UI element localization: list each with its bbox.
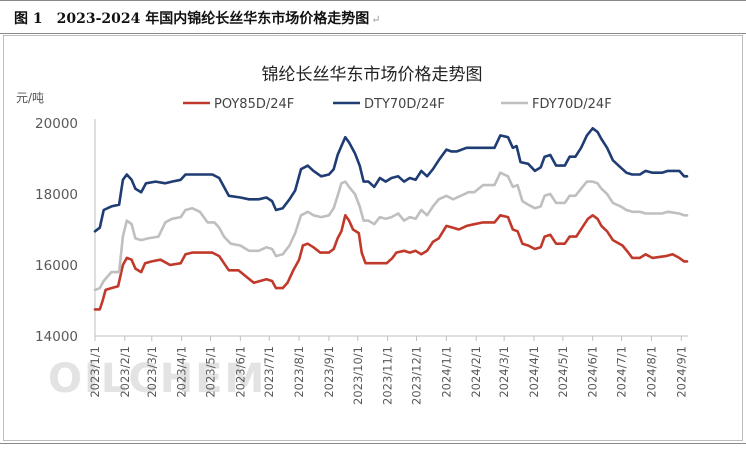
series-line-1 — [93, 214, 689, 311]
x-tick-label: 2023/10/1 — [351, 346, 365, 405]
series-lines — [93, 127, 689, 311]
x-tick-label: 2024/1/1 — [439, 346, 453, 398]
x-tick-label: 2023/5/1 — [204, 346, 218, 398]
y-tick-label: 14000 — [35, 329, 78, 345]
legend-label-3: FDY70D/24F — [532, 97, 612, 112]
x-tick-label: 2024/3/1 — [497, 346, 511, 398]
legend-label-2: DTY70D/24F — [364, 97, 445, 112]
x-axis: 2023/1/1 2023/2/1 2023/3/1 2023/4/1 2023/5/1… — [88, 335, 688, 405]
x-tick-label: 2023/4/1 — [175, 346, 189, 398]
x-tick-label: 2024/9/1 — [674, 346, 688, 398]
x-tick-label: 2023/12/1 — [410, 346, 424, 405]
x-tick-label: 2023/2/1 — [118, 346, 132, 398]
x-tick-label: 2023/7/1 — [262, 346, 276, 398]
x-tick-label: 2023/9/1 — [322, 346, 336, 398]
figure-caption: 图 1 2023-2024 年国内锦纶长丝华东市场价格走势图 ↵ — [14, 8, 380, 28]
figure-caption-bar: 图 1 2023-2024 年国内锦纶长丝华东市场价格走势图 ↵ — [0, 0, 746, 34]
watermark: OILCHEM — [48, 356, 266, 402]
x-tick-label: 2023/8/1 — [292, 346, 306, 398]
series-line-3 — [93, 171, 689, 292]
legend: POY85D/24F DTY70D/24F FDY70D/24F — [183, 97, 612, 112]
x-tick-label: 2023/11/1 — [381, 346, 395, 405]
y-tick-label: 18000 — [35, 187, 78, 203]
y-tick-label: 20000 — [35, 116, 78, 132]
chart-frame — [3, 35, 743, 441]
x-tick-label: 2024/7/1 — [615, 346, 629, 398]
x-tick-label: 2023/1/1 — [88, 346, 102, 398]
y-axis: 14000 16000 18000 20000 — [35, 116, 96, 345]
y-tick-label: 16000 — [35, 258, 78, 274]
x-tick-label: 2023/6/1 — [233, 346, 247, 398]
paragraph-mark: ↵ — [371, 13, 381, 26]
x-tick-label: 2023/3/1 — [145, 346, 159, 398]
x-tick-label: 2024/5/1 — [556, 346, 570, 398]
x-tick-label: 2024/2/1 — [469, 346, 483, 398]
figure-caption-text: 图 1 2023-2024 年国内锦纶长丝华东市场价格走势图 — [14, 11, 370, 27]
x-tick-label: 2024/4/1 — [527, 346, 541, 398]
x-tick-label: 2024/8/1 — [644, 346, 658, 398]
bottom-rule — [0, 443, 746, 444]
y-axis-unit-label: 元/吨 — [16, 91, 44, 105]
x-tick-label: 2024/6/1 — [586, 346, 600, 398]
legend-label-1: POY85D/24F — [214, 97, 294, 112]
chart-title: 锦纶长丝华东市场价格走势图 — [262, 65, 483, 85]
series-line-2 — [93, 127, 689, 233]
